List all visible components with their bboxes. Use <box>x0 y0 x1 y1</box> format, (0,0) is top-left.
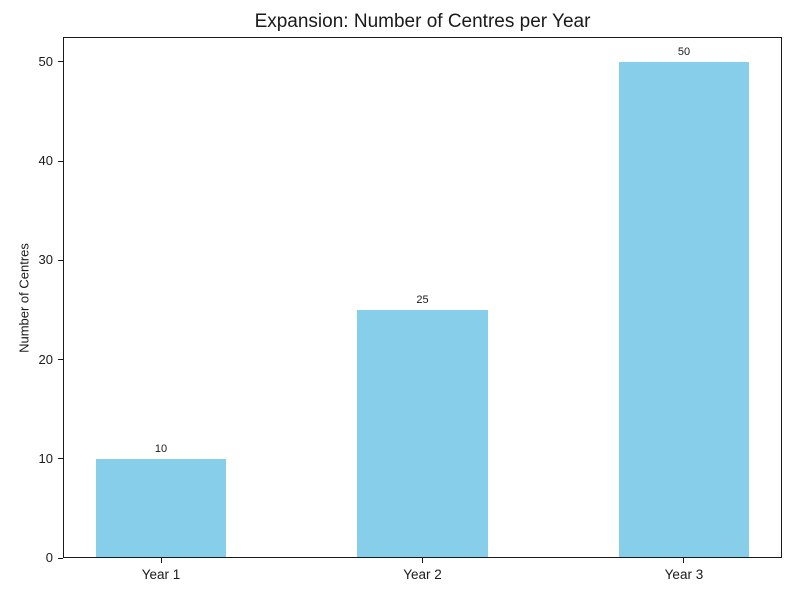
x-tick-label: Year 1 <box>141 567 181 582</box>
y-tick-mark <box>58 160 63 162</box>
y-tick-label: 30 <box>38 252 53 268</box>
y-tick-label: 20 <box>38 351 53 367</box>
y-tick-label: 0 <box>45 550 53 565</box>
y-tick-mark <box>58 61 63 63</box>
y-tick-mark <box>58 458 63 460</box>
bar-value-label: 50 <box>677 45 691 58</box>
y-tick-mark <box>58 259 63 261</box>
x-tick-mark <box>422 558 423 563</box>
y-tick-mark <box>58 359 63 361</box>
x-tick-label: Year 2 <box>403 567 442 582</box>
x-tick-mark <box>160 558 162 563</box>
y-tick-label: 40 <box>38 153 53 169</box>
chart-title: Expansion: Number of Centres per Year <box>254 11 591 32</box>
bar-value-label: 25 <box>416 293 429 306</box>
bar-year-1 <box>95 458 227 558</box>
y-tick-label: 10 <box>38 450 53 466</box>
x-tick-label: Year 3 <box>664 567 704 582</box>
bar-year-3 <box>618 61 750 558</box>
bar-value-label: 10 <box>154 442 168 455</box>
x-tick-mark <box>683 558 685 563</box>
bar-year-2 <box>357 309 488 558</box>
y-tick-label: 50 <box>38 53 53 69</box>
y-tick-mark <box>58 557 63 559</box>
